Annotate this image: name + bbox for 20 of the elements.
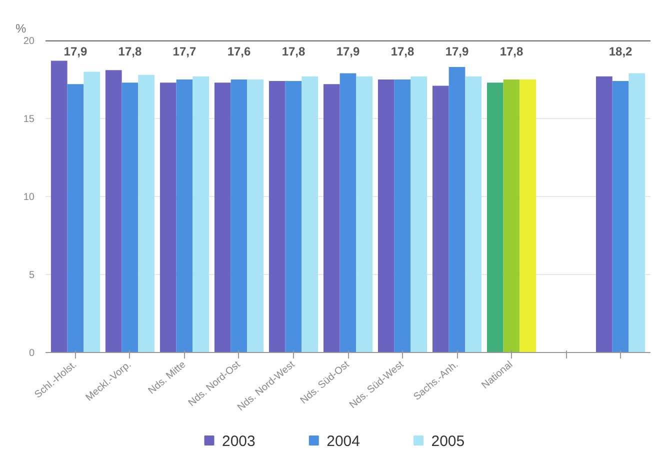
annotation: 17,7	[172, 44, 196, 59]
y-tick-label: 10	[23, 192, 35, 203]
legend-label: 2003	[222, 433, 256, 450]
legend-label: 2005	[431, 433, 465, 450]
y-tick-label: 5	[28, 270, 35, 281]
legend-label: 2004	[326, 433, 360, 450]
annotation: 17,8	[390, 44, 415, 59]
y-tick-label: 0	[28, 348, 35, 359]
annotation: 17,9	[445, 44, 470, 59]
annotation: 17,6	[227, 44, 251, 59]
annotation: 17,8	[500, 44, 524, 59]
annotation: 17,8	[282, 44, 306, 59]
annotation: 17,8	[118, 44, 142, 59]
x-tick-label: Nds. Mitte	[146, 359, 188, 397]
y-tick-label: 15	[23, 114, 35, 125]
annotation: 17,9	[64, 44, 88, 59]
y-tick-label: 20	[23, 36, 35, 47]
annotation: 17,9	[336, 44, 360, 59]
y-axis-title: %	[16, 22, 26, 36]
annotation: 18,2	[608, 44, 633, 59]
